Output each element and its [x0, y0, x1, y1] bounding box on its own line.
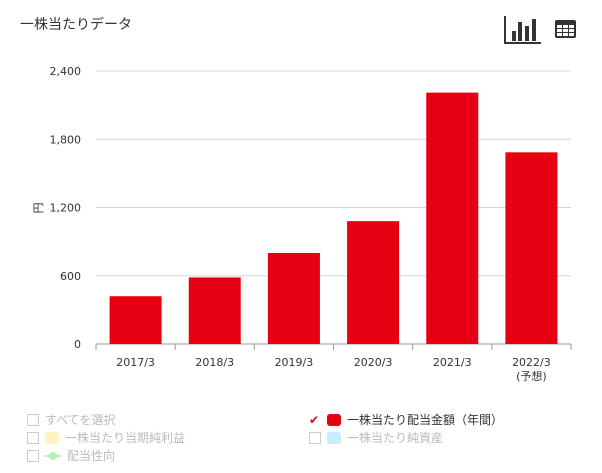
bar — [109, 296, 162, 344]
legend-swatch — [45, 431, 59, 444]
x-tick-label: 2020/3 — [354, 356, 393, 369]
legend-item-dividend[interactable]: ✔ 一株当たり配当金額（年間） — [309, 411, 503, 428]
table-icon[interactable] — [554, 19, 578, 39]
legend-label: 一株当たり当期純利益 — [65, 431, 186, 445]
x-tick-label: 2019/3 — [275, 356, 314, 369]
y-tick-label: 0 — [74, 338, 81, 351]
bar — [347, 221, 400, 344]
bar-chart-icon[interactable] — [503, 15, 543, 45]
legend-item-bps[interactable]: 一株当たり純資産 — [309, 429, 443, 446]
bar-chart: 0 600 1,200 1,800 2,400 円 2017/3 2018/3 2019/3 20… — [32, 65, 572, 383]
legend-swatch — [327, 431, 341, 444]
legend-select-all[interactable]: すべてを選択 — [27, 411, 115, 428]
x-tick-label: 2022/3 — [512, 356, 551, 369]
bar — [505, 152, 558, 344]
legend-label: 一株当たり純資産 — [347, 431, 444, 445]
line-marker-icon — [45, 451, 61, 460]
bar — [267, 253, 320, 344]
legend-swatch — [327, 413, 341, 426]
legend-label: 配当性向 — [67, 449, 116, 463]
legend-item-payout-ratio[interactable]: 配当性向 — [27, 447, 115, 464]
bar — [426, 92, 479, 344]
legend-label: すべてを選択 — [45, 413, 116, 427]
y-axis-label: 円 — [32, 203, 45, 214]
legend-item-eps[interactable]: 一株当たり当期純利益 — [27, 429, 185, 446]
y-tick-label: 1,800 — [50, 133, 82, 146]
x-tick-label: 2018/3 — [195, 356, 234, 369]
checkbox[interactable] — [309, 431, 321, 444]
checkbox[interactable] — [27, 413, 39, 426]
checkbox[interactable] — [27, 449, 39, 462]
checkbox[interactable] — [27, 431, 39, 444]
check-icon[interactable]: ✔ — [309, 412, 320, 427]
y-tick-label: 1,200 — [50, 202, 82, 215]
legend-label: 一株当たり配当金額（年間） — [347, 413, 504, 427]
x-tick-sublabel: (予想) — [516, 369, 547, 383]
panel-title: 一株当たりデータ — [20, 17, 132, 33]
x-tick-label: 2021/3 — [433, 356, 472, 369]
y-tick-label: 600 — [60, 270, 81, 283]
bar — [188, 277, 241, 344]
y-tick-label: 2,400 — [50, 65, 82, 78]
x-tick-label: 2017/3 — [116, 356, 155, 369]
